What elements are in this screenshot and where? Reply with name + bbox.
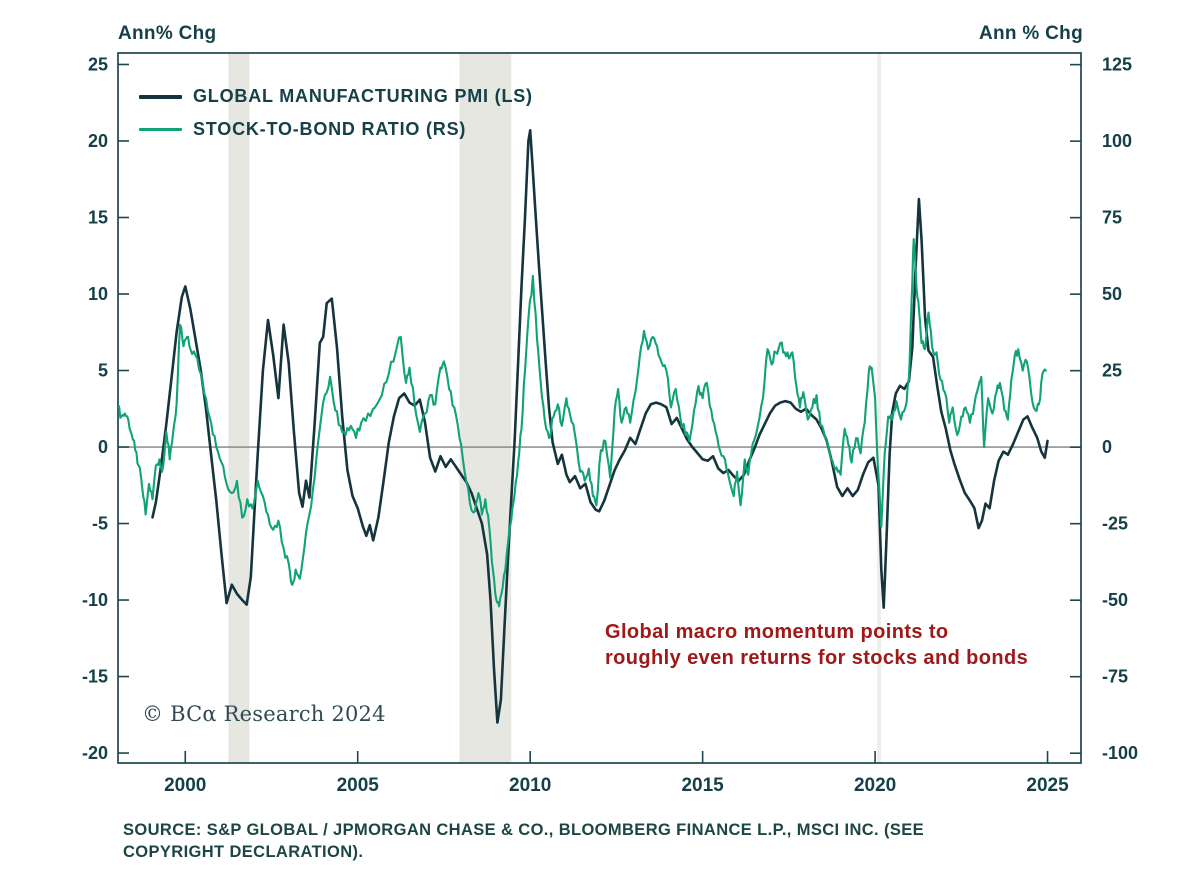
right-tick-label: 100 (1102, 131, 1132, 151)
right-tick-label: 50 (1102, 284, 1122, 304)
x-tick-label: 2000 (164, 775, 206, 796)
x-tick-label: 2025 (1026, 775, 1069, 796)
left-tick-label: -20 (82, 743, 108, 763)
left-tick-label: 25 (88, 54, 108, 74)
left-tick-label: -10 (82, 590, 108, 610)
annotation-text: Global macro momentum points to roughly … (605, 619, 1028, 671)
source-line-1: SOURCE: S&P GLOBAL / JPMORGAN CHASE & CO… (123, 820, 925, 839)
right-tick-label: -75 (1102, 667, 1128, 687)
pmi-line (151, 129, 1049, 724)
x-tick-label: 2020 (854, 775, 896, 796)
stock-bond-line-swatch (139, 128, 182, 131)
right-tick-label: 125 (1102, 55, 1132, 75)
legend: GLOBAL MANUFACTURING PMI (LS) STOCK-TO-B… (139, 86, 533, 140)
right-tick-label: -100 (1102, 743, 1138, 763)
left-tick-label: 20 (88, 131, 108, 151)
left-tick-label: 5 (98, 361, 108, 381)
source-note: SOURCE: S&P GLOBAL / JPMORGAN CHASE & CO… (123, 819, 924, 863)
legend-label-pmi: GLOBAL MANUFACTURING PMI (LS) (193, 86, 533, 106)
annotation-line-2: roughly even returns for stocks and bond… (605, 647, 1029, 669)
left-tick-label: 15 (88, 207, 108, 227)
left-tick-label: -15 (82, 667, 108, 687)
legend-label-stock-bond: STOCK-TO-BOND RATIO (RS) (193, 119, 467, 139)
source-line-2: COPYRIGHT DECLARATION). (123, 842, 364, 861)
left-axis-title: Ann% Chg (118, 23, 217, 44)
recession-band (877, 53, 881, 763)
right-tick-label: 75 (1102, 208, 1122, 228)
stock-bond-line (118, 238, 1047, 608)
left-tick-label: 0 (98, 437, 108, 457)
right-tick-label: 25 (1102, 361, 1122, 381)
x-tick-label: 2010 (509, 775, 551, 796)
left-tick-label: 10 (88, 284, 108, 304)
x-tick-label: 2015 (681, 775, 724, 796)
right-tick-label: 0 (1102, 437, 1112, 457)
x-tick-label: 2005 (337, 775, 380, 796)
copyright-note: © BCα Research 2024 (142, 702, 386, 726)
right-tick-label: -50 (1102, 590, 1128, 610)
legend-item-stock-bond: STOCK-TO-BOND RATIO (RS) (139, 119, 533, 140)
pmi-line-swatch (139, 94, 182, 99)
left-tick-label: -5 (92, 514, 108, 534)
right-tick-label: -25 (1102, 514, 1128, 534)
right-axis-title: Ann % Chg (978, 23, 1083, 44)
recession-band (228, 53, 250, 763)
legend-item-pmi: GLOBAL MANUFACTURING PMI (LS) (139, 86, 533, 107)
annotation-line-1: Global macro momentum points to (605, 621, 949, 643)
